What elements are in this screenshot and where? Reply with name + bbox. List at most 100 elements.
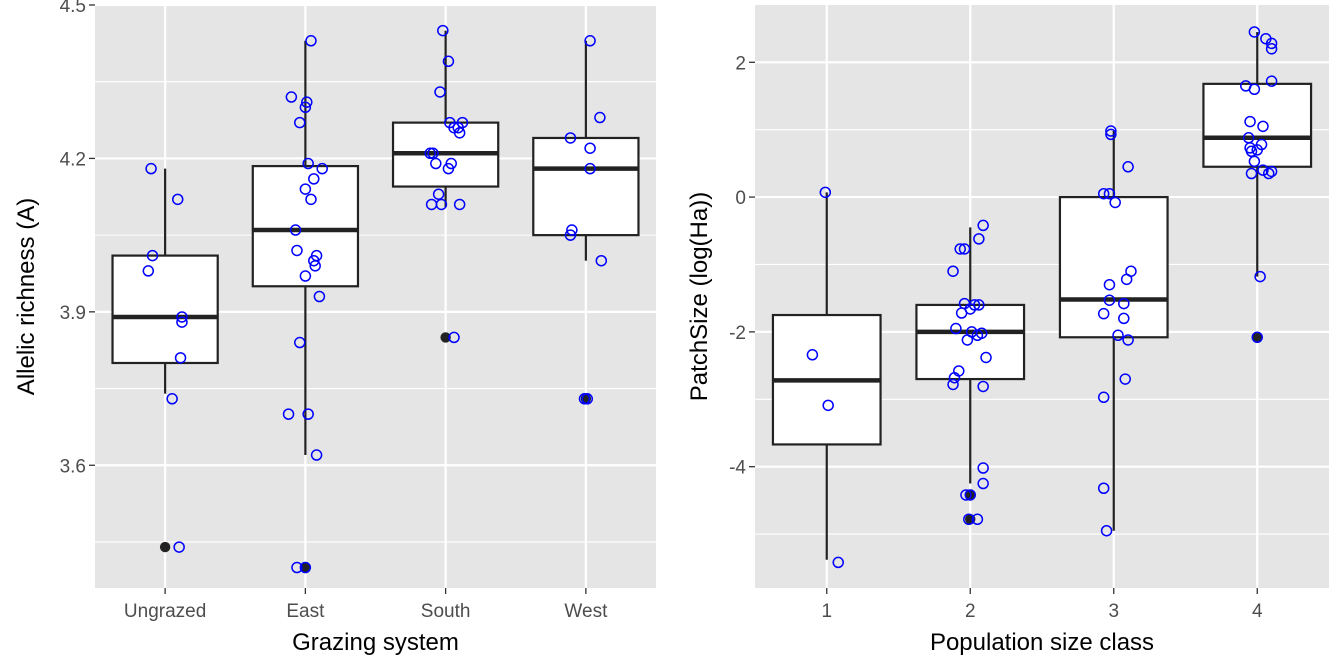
data-point <box>176 311 188 323</box>
data-point <box>971 513 984 526</box>
box-iqr <box>915 303 1026 381</box>
boxplots <box>111 30 640 573</box>
data-point <box>452 121 464 134</box>
y-tick-label: 0 <box>735 188 746 209</box>
x-tick-label: 2 <box>965 601 976 622</box>
data-point <box>432 188 445 200</box>
data-point <box>1254 270 1266 283</box>
data-point <box>1118 297 1130 310</box>
data-point <box>971 329 984 342</box>
box-iqr <box>1058 195 1169 339</box>
data-point <box>434 86 446 98</box>
data-point <box>1118 312 1130 325</box>
data-point <box>1103 187 1116 200</box>
data-point <box>581 393 594 405</box>
data-point <box>316 162 328 175</box>
data-point <box>1122 161 1134 173</box>
data-point <box>289 224 302 236</box>
y-tick-label: -2 <box>729 323 746 344</box>
data-point <box>1248 155 1261 168</box>
chart-grazing-system: 3.6 3.9 4.2 4.5 Ungrazed East South West Grazin… <box>13 0 656 656</box>
data-point <box>299 561 312 574</box>
data-point <box>1112 329 1124 342</box>
chart-population-size-class: -4 -2 0 2 1 2 3 4 Population size class PatchSi… <box>686 5 1329 656</box>
data-point <box>302 408 314 420</box>
data-point <box>950 322 962 335</box>
data-point <box>954 243 966 255</box>
data-point <box>806 349 819 361</box>
data-point <box>142 265 155 277</box>
data-point <box>442 55 455 68</box>
data-point <box>564 132 577 144</box>
data-point <box>1245 145 1258 158</box>
box-iqr <box>251 164 360 288</box>
data-point <box>146 249 159 262</box>
data-point <box>1244 115 1256 128</box>
data-point <box>291 561 303 574</box>
data-point <box>566 224 578 236</box>
x-tick-label: 1 <box>821 601 832 622</box>
x-axis-title: Grazing system <box>292 629 459 656</box>
data-point <box>1105 125 1117 137</box>
box-iqr <box>111 254 219 365</box>
data-point <box>1265 165 1278 178</box>
data-point <box>977 380 989 393</box>
data-point <box>961 334 974 346</box>
data-point <box>584 35 596 47</box>
data-point <box>291 244 303 257</box>
data-point <box>435 198 448 211</box>
data-point <box>564 229 577 241</box>
data-point <box>958 243 971 255</box>
data-point <box>584 142 596 154</box>
data-point <box>948 371 961 384</box>
outlier-point <box>440 332 451 343</box>
data-point <box>1265 43 1278 55</box>
data-point <box>1109 196 1121 209</box>
data-point <box>453 127 466 139</box>
data-point <box>282 408 295 420</box>
data-point <box>430 157 442 170</box>
outlier-point <box>159 541 171 553</box>
y-tick-label: -4 <box>729 458 746 479</box>
y-axis-title: PatchSize (log(Ha)) <box>686 192 713 401</box>
x-tick-label: 4 <box>1252 601 1263 622</box>
x-axis-title: Population size class <box>930 629 1154 656</box>
data-point <box>1248 26 1261 38</box>
data-points <box>142 24 608 574</box>
x-tick-label: South <box>421 601 471 622</box>
x-tick-label: Ungrazed <box>124 601 206 622</box>
x-tick-label: West <box>564 601 608 622</box>
data-point <box>963 513 975 526</box>
data-point <box>822 399 834 412</box>
y-tick-label: 4.2 <box>60 149 86 170</box>
data-point <box>1248 83 1261 95</box>
data-point <box>977 477 989 490</box>
data-point <box>832 556 844 569</box>
data-points <box>806 26 1278 569</box>
data-point <box>305 35 317 47</box>
data-point <box>176 316 188 328</box>
data-point <box>584 162 596 175</box>
data-point <box>285 91 298 103</box>
outlier-point <box>300 562 311 573</box>
axis-ticks: 3.6 3.9 4.2 4.5 Ungrazed East South West <box>60 0 608 622</box>
data-point <box>294 336 306 349</box>
data-point <box>171 193 184 206</box>
data-point <box>977 219 989 232</box>
boxplots <box>771 31 1313 560</box>
data-point <box>1257 120 1269 133</box>
data-point <box>145 162 157 175</box>
data-point <box>302 157 314 170</box>
axis-ticks: -4 -2 0 2 1 2 3 4 <box>729 53 1263 622</box>
data-point <box>424 147 436 160</box>
y-axis-title: Allelic richness (A) <box>13 198 40 395</box>
data-point <box>299 270 312 282</box>
data-point <box>960 489 972 501</box>
y-tick-label: 4.5 <box>60 0 86 17</box>
data-point <box>448 331 460 344</box>
outlier-point <box>1252 332 1263 343</box>
data-point <box>964 489 976 501</box>
data-point <box>819 186 832 199</box>
data-point <box>595 254 608 267</box>
